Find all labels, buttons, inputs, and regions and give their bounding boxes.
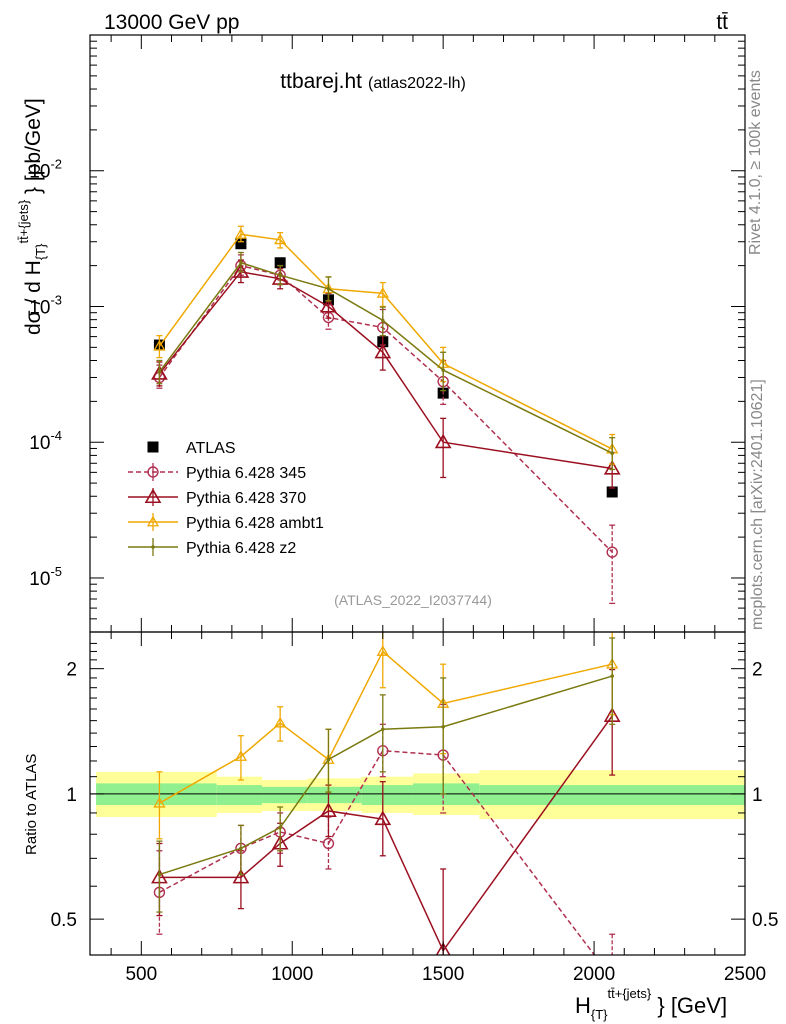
main-point-ambt1 <box>274 233 287 245</box>
legend-marker-p345 <box>147 466 159 478</box>
main-point-z2 <box>157 370 162 374</box>
legend-entry-p370: Pythia 6.428 370 <box>128 488 306 507</box>
ratio-point-p370 <box>435 942 451 955</box>
uncertainty-band-inner <box>361 785 413 806</box>
legend-label-p345: Pythia 6.428 345 <box>186 465 306 482</box>
legend-marker-ambt1 <box>146 515 160 527</box>
plot-title: ttbarej.ht <box>280 70 362 93</box>
ratio-point-ambt1 <box>274 716 287 728</box>
x-tick-label: 500 <box>125 964 157 985</box>
main-point-atlas <box>606 486 618 498</box>
ratio-point-z2 <box>326 757 331 762</box>
main-point-ambt1 <box>153 339 166 351</box>
main-point-z2 <box>239 260 243 265</box>
x-tick-label: 2000 <box>573 964 615 985</box>
main-y-tick-label: 10-5 <box>29 564 62 590</box>
ratio-y-tick-label-right: 2 <box>752 660 763 681</box>
x-tick-label: 1000 <box>271 964 313 985</box>
ratio-point-p370 <box>320 802 337 817</box>
legend-label-p370: Pythia 6.428 370 <box>186 490 306 507</box>
main-y-tick-label: 10-4 <box>29 428 62 454</box>
ratio-point-z2 <box>239 846 243 851</box>
uncertainty-band-inner <box>262 786 308 804</box>
legend-entry-ambt1: Pythia 6.428 ambt1 <box>128 513 324 532</box>
ratio-y-axis-label: Ratio to ATLAS <box>23 754 40 855</box>
ratio-point-z2 <box>441 724 445 729</box>
main-point-p345 <box>606 546 618 558</box>
main-point-z2 <box>380 318 385 323</box>
legend-marker-atlas <box>147 441 159 453</box>
analysis-tag: (ATLAS_2022_I2037744) <box>334 592 492 608</box>
ratio-y-tick-label: 0.5 <box>51 910 77 931</box>
ratio-point-ambt1 <box>234 750 248 761</box>
legend-label-atlas: ATLAS <box>186 440 236 457</box>
main-point-ambt1 <box>234 228 248 239</box>
main-line-p345 <box>158 264 613 553</box>
ratio-y-tick-label-right: 1 <box>752 785 763 806</box>
x-tick-label: 1500 <box>422 964 464 985</box>
legend-entry-p345: Pythia 6.428 345 <box>128 463 306 482</box>
ratio-point-z2 <box>157 872 162 877</box>
uncertainty-band-inner <box>216 785 263 806</box>
legend-label-ambt1: Pythia 6.428 ambt1 <box>186 515 324 532</box>
process-label: tt̄ <box>716 11 728 34</box>
uncertainty-band-inner <box>307 786 362 804</box>
ratio-point-z2 <box>278 825 282 830</box>
main-point-p370 <box>232 263 250 278</box>
energy-label: 13000 GeV pp <box>104 11 239 34</box>
ratio-point-p370 <box>232 868 250 884</box>
ratio-point-z2 <box>380 727 385 732</box>
legend-entry-z2: Pythia 6.428 z2 <box>128 538 296 557</box>
svg-text:H{T}tt̄+{jets} } [GeV]: H{T}tt̄+{jets} } [GeV] <box>575 986 727 1022</box>
legend-marker-p370 <box>144 488 162 504</box>
ratio-point-z2 <box>610 674 614 678</box>
legend-marker-z2 <box>151 545 155 549</box>
rivet-label: Rivet 4.1.0, ≥ 100k events <box>747 70 764 255</box>
main-point-p370 <box>320 297 337 313</box>
ratio-line-p370 <box>159 715 613 953</box>
ratio-point-ambt1 <box>153 796 166 808</box>
x-tick-label: 2500 <box>724 964 766 985</box>
main-point-z2 <box>278 273 282 278</box>
ratio-y-tick-label: 1 <box>66 785 77 806</box>
legend-label-z2: Pythia 6.428 z2 <box>186 540 296 557</box>
ratio-y-tick-label-right: 0.5 <box>752 910 778 931</box>
ratio-point-ambt1 <box>376 645 389 656</box>
legend-entry-atlas: ATLAS <box>147 440 236 457</box>
main-point-p370 <box>603 459 621 475</box>
uncertainty-band-inner <box>479 785 745 806</box>
main-point-ambt1 <box>376 287 389 298</box>
x-axis-label: H{T}tt̄+{jets} } [GeV] <box>575 986 727 1022</box>
ratio-point-p370 <box>374 810 392 826</box>
ratio-point-p345 <box>322 837 335 850</box>
main-point-atlas <box>274 257 286 269</box>
ratio-y-tick-label: 2 <box>66 660 77 681</box>
plot-subtitle: (atlas2022-lh) <box>368 75 466 92</box>
main-point-p370 <box>374 343 392 359</box>
main-point-atlas <box>235 238 247 250</box>
main-point-z2 <box>610 451 614 456</box>
mcplots-label: mcplots.cern.ch [arXiv:2401.10621] <box>749 379 766 630</box>
main-point-z2 <box>326 286 331 291</box>
main-point-p370 <box>434 433 452 449</box>
main-point-z2 <box>441 368 445 372</box>
